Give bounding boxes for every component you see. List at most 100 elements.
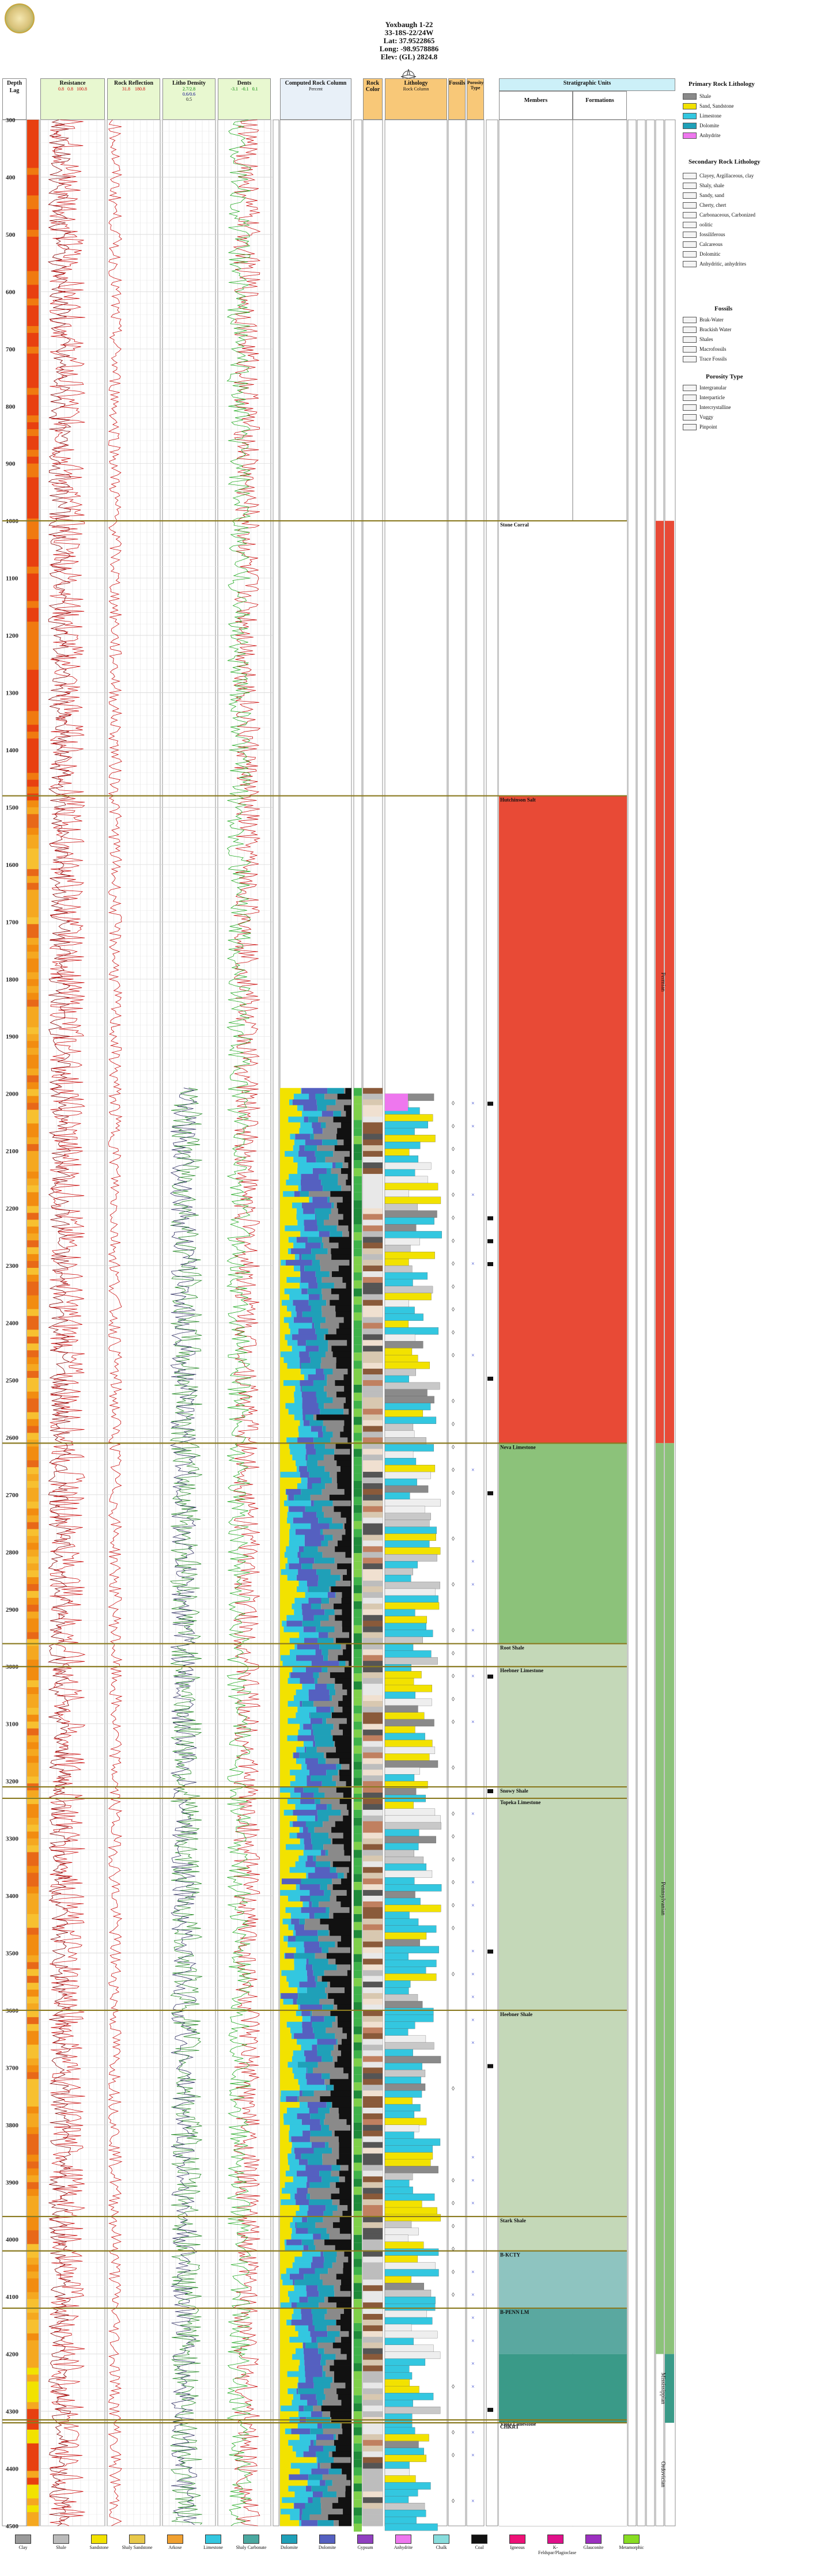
- lithology-block: [384, 2124, 419, 2132]
- computed-rock-segment: [280, 2067, 293, 2074]
- lithology-block: [384, 1664, 411, 1672]
- computed-rock-segment: [336, 1391, 351, 1398]
- lithology-block: [384, 1348, 413, 1355]
- rock-color-block: [363, 1116, 383, 1123]
- computed-rock-segment: [329, 1586, 331, 1593]
- porosity-symbol: ×: [471, 2269, 475, 2275]
- lag-block: [27, 1426, 39, 1433]
- computed-rock-segment: [298, 1426, 311, 1432]
- computed-rock-segment: [286, 1620, 302, 1627]
- column-frame: [273, 119, 279, 2526]
- rock-color-block: [363, 2302, 383, 2309]
- strat-band: [499, 2010, 627, 2251]
- legend-secondary-title: Secondary Rock Lithology: [689, 158, 761, 165]
- computed-rock-segment: [311, 2468, 329, 2475]
- rock-color-block: [363, 1993, 383, 1999]
- computed-rock-segment: [280, 2451, 296, 2458]
- computed-rock-segment: [336, 1202, 351, 1209]
- computed-rock-segment: [285, 1953, 294, 1959]
- legend-swatch: [683, 241, 697, 248]
- computed-rock-segment: [320, 1266, 339, 1272]
- computed-rock-segment: [317, 1976, 322, 1982]
- computed-rock-segment: [290, 2027, 302, 2034]
- computed-rock-segment: [289, 1867, 315, 1873]
- computed-rock-segment: [324, 1890, 331, 1896]
- computed-rock-segment: [341, 1901, 351, 1908]
- computed-rock-segment: [332, 1351, 351, 1358]
- lag-block: [27, 422, 39, 430]
- computed-rock-segment: [315, 1684, 327, 1690]
- computed-rock-segment: [291, 2319, 313, 2326]
- bottom-legend-item: Chalk: [424, 2535, 459, 2550]
- rock-color-block: [363, 2274, 383, 2280]
- lag-block: [27, 257, 39, 265]
- rock-color-block: [363, 1517, 383, 1524]
- computed-rock-segment: [310, 2016, 324, 2022]
- computed-rock-segment: [327, 1592, 335, 1598]
- computed-rock-segment: [323, 1529, 346, 1535]
- legend-swatch: [683, 212, 697, 219]
- strat-header: Stratigraphic Units: [499, 78, 675, 91]
- lag-block: [27, 601, 39, 608]
- computed-rock-segment: [280, 1196, 309, 1203]
- bottom-legend-item: Metamorphic: [614, 2535, 649, 2550]
- computed-rock-segment: [336, 2251, 345, 2257]
- strat-band: [499, 2422, 627, 2526]
- computed-rock-segment: [309, 1093, 316, 1100]
- computed-rock-segment: [297, 1437, 314, 1444]
- lithology-block: [384, 1403, 431, 1411]
- computed-rock-segment: [292, 1202, 302, 1209]
- rock-color-block: [363, 1878, 383, 1885]
- computed-rock-segment: [332, 1369, 348, 1375]
- computed-rock-segment: [293, 1242, 306, 1249]
- fossil-symbol: ◊: [452, 2498, 455, 2505]
- computed-rock-segment: [314, 1735, 333, 1741]
- lithology-block: [384, 1774, 415, 1782]
- computed-rock-segment: [288, 2439, 311, 2446]
- computed-rock-segment: [342, 2428, 351, 2435]
- computed-rock-segment: [280, 2096, 281, 2103]
- show-marker: [487, 2064, 493, 2069]
- lag-block: [27, 711, 39, 718]
- porosity-symbol: ×: [471, 1192, 475, 1199]
- computed-rock-segment: [293, 1300, 309, 1306]
- lag-block: [27, 2113, 39, 2121]
- rock-color-block: [363, 1615, 383, 1621]
- rock-color-block: [363, 1953, 383, 1959]
- computed-rock-segment: [300, 1798, 315, 1805]
- computed-rock-segment: [280, 1437, 287, 1444]
- computed-rock-segment: [335, 1099, 351, 1105]
- lag-block: [27, 2340, 39, 2348]
- computed-rock-segment: [280, 2336, 290, 2343]
- lag-block: [27, 1329, 39, 1337]
- green-indicator: [354, 2138, 362, 2147]
- green-indicator: [354, 1825, 362, 1834]
- column-frame: [466, 119, 485, 2526]
- depth-tick-label: 2600: [6, 1434, 19, 1441]
- computed-rock-segment: [300, 1271, 301, 1278]
- rock-color-block: [363, 1225, 383, 1232]
- computed-rock-segment: [338, 2497, 351, 2503]
- computed-rock-segment: [320, 1478, 332, 1484]
- computed-rock-segment: [300, 2468, 312, 2475]
- lag-block: [27, 498, 39, 505]
- lithology-block: [384, 1863, 427, 1871]
- computed-rock-segment: [295, 2222, 297, 2229]
- rock-color-block: [363, 2245, 383, 2251]
- depth-tick-label: 3200: [6, 1778, 19, 1785]
- rock-color-block: [363, 1798, 383, 1805]
- computed-rock-segment: [287, 1735, 298, 1741]
- lithology-block: [384, 1176, 428, 1184]
- computed-rock-segment: [309, 1901, 312, 1908]
- computed-rock-segment: [320, 2233, 330, 2240]
- computed-rock-segment: [320, 1323, 339, 1329]
- fossils-header: Fossils: [448, 78, 466, 120]
- lag-block: [27, 2457, 39, 2465]
- computed-rock-segment: [280, 1454, 293, 1461]
- computed-rock-segment: [334, 1626, 342, 1632]
- rock-color-block: [363, 2308, 383, 2314]
- computed-rock-segment: [335, 2354, 347, 2360]
- computed-rock-segment: [321, 1357, 336, 1363]
- computed-rock-segment: [347, 1804, 351, 1810]
- green-indicator: [354, 2355, 362, 2363]
